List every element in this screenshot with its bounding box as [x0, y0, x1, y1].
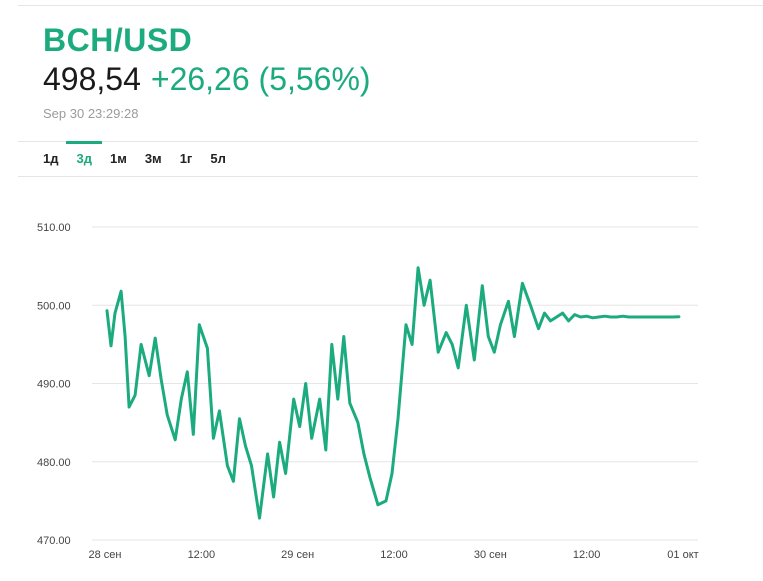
x-tick-label: 28 сен: [89, 549, 122, 561]
range-tabs: 1д 3д 1м 3м 1г 5л: [43, 141, 244, 176]
x-tick-label: 12:00: [573, 549, 601, 561]
tab-range-2[interactable]: 1м: [109, 151, 127, 166]
y-tick-label: 470.00: [37, 535, 71, 547]
x-tick-label: 12:00: [380, 549, 408, 561]
x-tick-label: 01 окт: [667, 549, 698, 561]
ticker-symbol: BCH/USD: [43, 22, 193, 58]
price-line-series-0: [105, 266, 681, 520]
y-tick-label: 490.00: [37, 379, 71, 391]
tabs-divider-top: [18, 141, 698, 142]
tab-range-3[interactable]: 3м: [144, 151, 162, 166]
x-tick-label: 29 сен: [281, 549, 314, 561]
quote-timestamp: Sep 30 23:29:28: [43, 106, 139, 121]
tab-range-1[interactable]: 3д: [66, 141, 103, 176]
tab-range-0[interactable]: 1д: [43, 151, 59, 166]
price-change: +26,26 (5,56%): [150, 61, 371, 97]
price-row: 498,54 +26,26 (5,56%): [43, 61, 371, 98]
y-tick-label: 480.00: [37, 457, 71, 469]
x-tick-label: 12:00: [188, 549, 216, 561]
top-divider: [18, 5, 763, 6]
tabs-divider-bottom: [18, 176, 698, 177]
tab-range-4[interactable]: 1г: [179, 151, 193, 166]
x-tick-label: 30 сен: [474, 549, 507, 561]
y-tick-label: 510.00: [37, 222, 71, 234]
y-tick-label: 500.00: [37, 300, 71, 312]
last-price: 498,54: [43, 61, 141, 97]
tab-range-5[interactable]: 5л: [210, 151, 226, 166]
